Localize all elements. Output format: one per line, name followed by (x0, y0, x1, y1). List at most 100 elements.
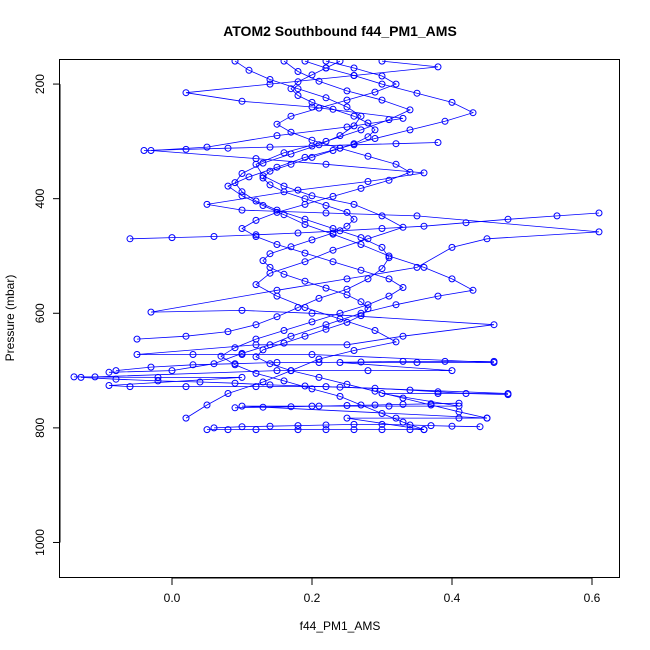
data-point (252, 197, 260, 205)
data-point (385, 402, 393, 410)
data-point (308, 351, 316, 358)
data-point (287, 85, 295, 93)
data-point (378, 243, 386, 251)
data-point (350, 426, 358, 434)
data-point (238, 373, 246, 381)
x-tick-label: 0.0 (164, 591, 181, 605)
data-point (378, 265, 386, 273)
data-point (252, 383, 260, 391)
data-point (266, 263, 274, 271)
data-point (399, 400, 407, 408)
data-point (420, 222, 428, 230)
data-point (238, 192, 246, 200)
series-1 (182, 60, 414, 422)
data-point (273, 163, 281, 171)
y-tick-label: 200 (33, 74, 47, 94)
data-point (231, 344, 239, 352)
data-point (280, 188, 288, 196)
data-point (315, 402, 323, 410)
data-point (378, 80, 386, 88)
data-point (413, 263, 421, 271)
data-point (329, 105, 337, 113)
series-line (80, 377, 509, 395)
data-point (238, 170, 246, 177)
data-point (266, 250, 274, 258)
data-point (322, 284, 330, 292)
data-point (476, 423, 484, 431)
data-point (371, 135, 379, 142)
data-point (294, 92, 302, 99)
x-tick-label: 0.2 (304, 591, 321, 605)
data-point (357, 184, 365, 192)
data-point (504, 215, 512, 223)
data-point (112, 367, 120, 375)
data-point (196, 378, 204, 386)
data-point (238, 188, 246, 196)
data-point (336, 309, 344, 317)
data-point (266, 167, 274, 175)
data-point (364, 119, 372, 127)
data-point (406, 386, 414, 394)
data-point (399, 332, 407, 340)
data-point (427, 422, 435, 430)
data-point (322, 60, 330, 65)
data-point (280, 377, 288, 385)
data-point (392, 140, 400, 148)
chart-title: ATOM2 Southbound f44_PM1_AMS (223, 23, 457, 39)
data-point (273, 313, 281, 321)
data-point (203, 401, 211, 409)
data-point (294, 68, 302, 75)
data-point (238, 423, 246, 431)
data-point (399, 284, 407, 291)
data-point (413, 359, 421, 366)
data-point (301, 195, 309, 203)
data-point (287, 112, 295, 120)
data-point (259, 159, 267, 167)
data-point (448, 243, 456, 251)
data-point (210, 233, 218, 240)
data-point (322, 209, 330, 217)
data-point (266, 181, 274, 189)
data-point (287, 243, 295, 251)
series-11 (140, 139, 442, 154)
data-point (441, 117, 449, 125)
data-point (350, 420, 358, 428)
data-point (322, 325, 330, 333)
data-point (350, 141, 358, 149)
data-point (336, 383, 344, 391)
data-point (126, 235, 134, 243)
data-point (420, 263, 428, 271)
data-point (469, 109, 477, 117)
data-point (266, 360, 274, 368)
data-point (245, 66, 253, 74)
data-point (378, 60, 386, 65)
data-point (427, 400, 435, 408)
data-point (238, 225, 246, 232)
data-point (182, 89, 190, 97)
data-point (504, 391, 512, 399)
data-point (203, 426, 211, 434)
data-point (595, 228, 603, 236)
x-axis: 0.0 0.2 0.4 0.6 (164, 577, 601, 605)
data-point (392, 80, 400, 88)
data-point (420, 426, 428, 434)
data-point (336, 392, 344, 400)
data-point (182, 332, 190, 340)
data-point (238, 402, 246, 410)
data-point (294, 229, 302, 237)
data-point (364, 305, 372, 313)
y-tick-label: 800 (33, 418, 47, 438)
data-point (406, 126, 414, 134)
series-line (213, 423, 481, 429)
series-line (220, 60, 425, 430)
data-point (259, 378, 267, 386)
data-point (259, 346, 267, 354)
data-point (350, 347, 358, 354)
data-point (553, 212, 561, 220)
data-point (308, 98, 316, 106)
data-point (595, 209, 603, 217)
data-point (273, 132, 281, 140)
data-point (364, 133, 372, 141)
data-point (105, 382, 113, 389)
